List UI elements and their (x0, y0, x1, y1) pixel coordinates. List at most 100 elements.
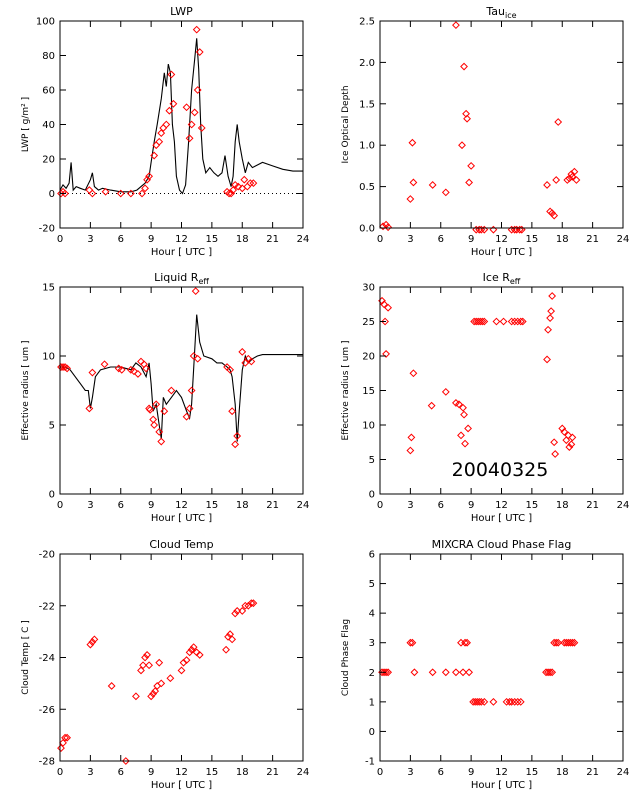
data-point (231, 609, 240, 618)
y-tick-label: 20 (42, 155, 55, 166)
x-tick-label: 12 (495, 767, 508, 778)
data-point (502, 697, 511, 706)
data-point (428, 181, 437, 189)
data-point (510, 697, 519, 706)
chart-title-text: MIXCRA Cloud Phase Flag (432, 538, 572, 551)
chart-title: Tauice (485, 5, 516, 20)
y-axis-label: Effective radius [ um ] (21, 340, 31, 440)
x-tick-label: 18 (236, 767, 249, 778)
data-point (510, 225, 519, 234)
data-point (477, 697, 486, 706)
data-point (459, 668, 467, 677)
data-point (568, 638, 577, 647)
data-point (513, 317, 522, 326)
data-point (150, 151, 159, 160)
data-point (116, 189, 125, 198)
data-point (179, 658, 188, 667)
data-point (475, 697, 484, 706)
data-point (145, 172, 154, 181)
data-point (464, 424, 472, 433)
x-tick-label: 3 (87, 500, 93, 511)
data-point (233, 607, 242, 615)
x-tick-label: 24 (297, 234, 310, 245)
data-point (182, 656, 191, 664)
data-point (241, 601, 250, 610)
data-point (191, 287, 200, 296)
data-point (465, 178, 474, 187)
data-point (152, 400, 161, 409)
y-tick-label: 60 (42, 86, 55, 97)
data-point (567, 170, 576, 179)
x-tick-label: 12 (175, 767, 188, 778)
data-point (384, 668, 393, 677)
plot-frame (59, 553, 304, 762)
y-tick-label: 15 (362, 386, 375, 397)
plot-frame (59, 20, 304, 229)
data-point (477, 225, 486, 234)
x-tick-label: 15 (526, 234, 539, 245)
data-point (155, 427, 164, 436)
data-point (155, 137, 164, 146)
data-point (560, 427, 569, 436)
y-tick-label: 0 (49, 490, 55, 501)
x-tick-label: 3 (407, 500, 413, 511)
y-tick-label: -26 (39, 705, 55, 716)
y-tick-label: 1.0 (359, 141, 375, 152)
data-point (151, 687, 160, 696)
data-point (90, 635, 99, 644)
x-tick-label: 0 (57, 767, 63, 778)
y-tick-label: 40 (42, 120, 55, 131)
data-point (61, 189, 69, 198)
data-point (452, 21, 460, 30)
data-point (167, 70, 176, 79)
y-tick-label: 0.5 (359, 182, 375, 193)
x-tick-label: 24 (617, 767, 630, 778)
data-point (478, 317, 487, 326)
data-point (467, 161, 476, 170)
data-point (246, 179, 255, 188)
x-tick-label: 18 (236, 234, 249, 245)
data-point (492, 317, 501, 326)
data-point (157, 679, 166, 688)
x-tick-label: 6 (438, 500, 444, 511)
data-point (227, 189, 236, 198)
series-line (59, 38, 303, 195)
data-point (88, 189, 97, 198)
data-point (187, 386, 196, 395)
x-tick-label: 0 (377, 767, 383, 778)
data-point (134, 370, 142, 378)
data-point (461, 439, 469, 448)
x-tick-label: 21 (266, 234, 279, 245)
data-point (472, 225, 481, 234)
data-point (143, 651, 151, 659)
chart-title-subscript: eff (198, 277, 209, 286)
chart-title: LWP (170, 5, 193, 18)
data-point (489, 225, 498, 234)
x-tick-label: 9 (148, 234, 154, 245)
data-point (460, 410, 468, 419)
data-point (554, 118, 563, 126)
data-point (547, 307, 556, 316)
data-point (142, 364, 150, 373)
x-tick-label: 12 (495, 500, 508, 511)
y-axis-label: Cloud Temp [ C ] (21, 620, 31, 694)
y-tick-label: -28 (39, 757, 55, 768)
x-axis-label: Hour [ UTC ] (471, 780, 532, 791)
data-point (182, 103, 191, 112)
x-axis-label: Hour [ UTC ] (151, 247, 212, 258)
y-axis-label: Effective radius [ um ] (341, 340, 351, 440)
data-point (546, 668, 555, 677)
x-tick-label: 21 (266, 500, 279, 511)
data-point (552, 176, 561, 184)
data-point (505, 697, 514, 706)
x-tick-label: 6 (438, 234, 444, 245)
data-point (185, 134, 194, 143)
x-tick-label: 9 (468, 500, 474, 511)
data-point (407, 433, 416, 442)
x-tick-label: 24 (617, 234, 630, 245)
x-tick-label: 15 (526, 500, 539, 511)
data-point (382, 668, 390, 677)
data-point (459, 403, 467, 412)
data-point (233, 432, 242, 440)
